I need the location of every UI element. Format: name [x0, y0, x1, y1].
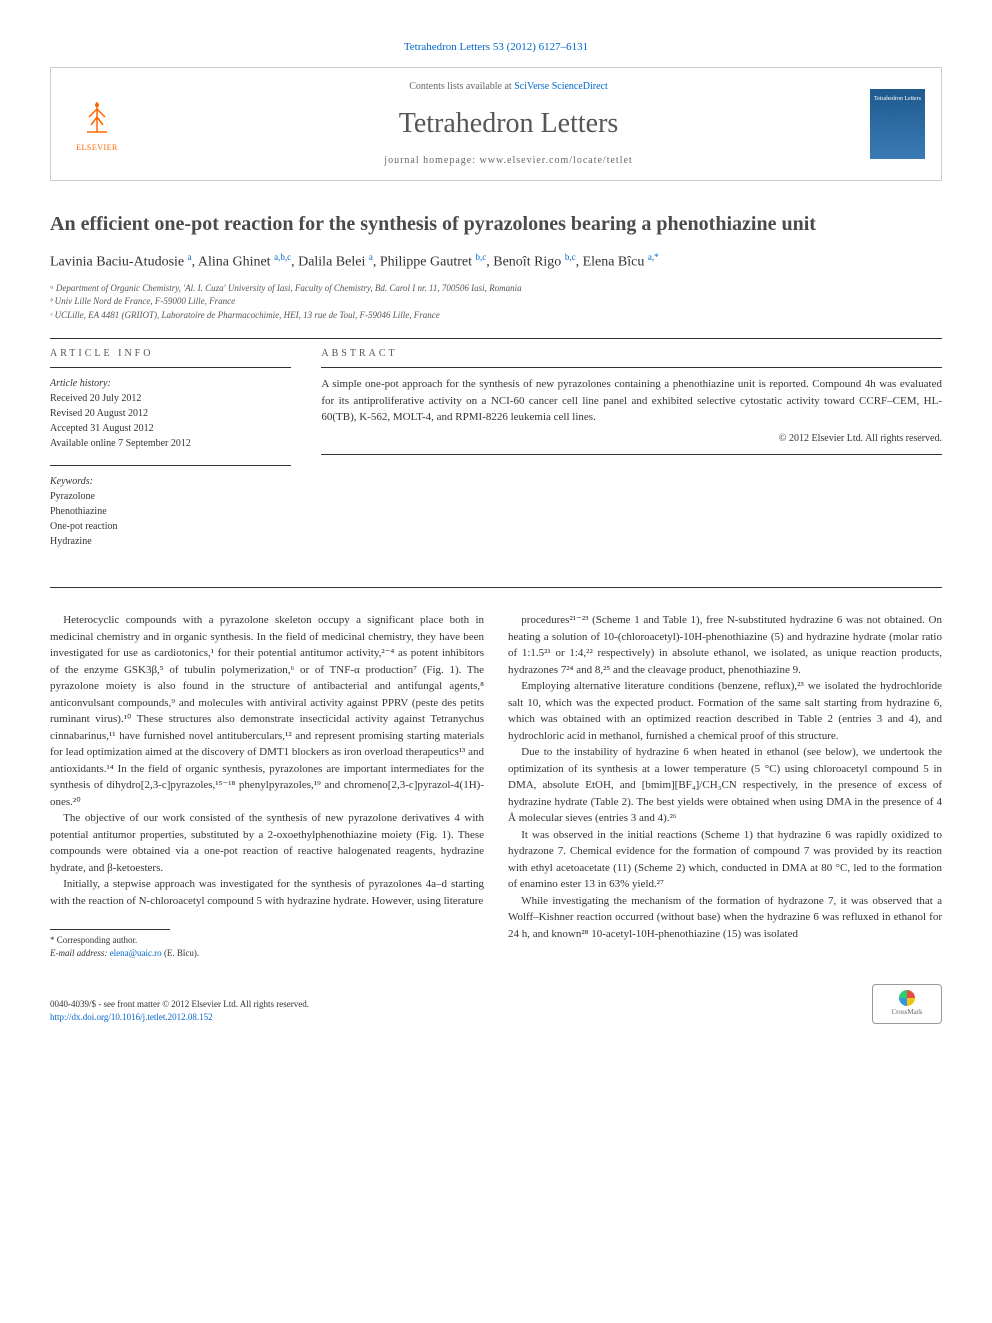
body-paragraph: Initially, a stepwise approach was inves… [50, 876, 484, 909]
affiliation-line: ᶜ UCLille, EA 4481 (GRIIOT), Laboratoire… [50, 309, 942, 323]
section-rule [50, 338, 942, 339]
email-author: (E. Bîcu). [162, 948, 200, 958]
info-abstract-row: ARTICLE INFO Article history: Received 2… [50, 347, 942, 563]
keywords-block: Keywords: Pyrazolone Phenothiazine One-p… [50, 465, 291, 549]
received-date: Received 20 July 2012 [50, 391, 291, 406]
issn-line: 0040-4039/$ - see front matter © 2012 El… [50, 998, 309, 1011]
homepage-url[interactable]: www.elsevier.com/locate/tetlet [480, 155, 633, 166]
corresponding-author-note: * Corresponding author. [50, 934, 484, 947]
accepted-date: Accepted 31 August 2012 [50, 421, 291, 436]
cover-label: Tetrahedron Letters [874, 95, 921, 103]
elsevier-tree-icon [75, 95, 120, 140]
doi-link[interactable]: http://dx.doi.org/10.1016/j.tetlet.2012.… [50, 1012, 213, 1022]
homepage-line: journal homepage: www.elsevier.com/locat… [147, 154, 870, 168]
body-paragraph: Employing alternative literature conditi… [508, 678, 942, 744]
section-rule [50, 587, 942, 588]
body-paragraph: It was observed in the initial reactions… [508, 827, 942, 893]
article-title: An efficient one-pot reaction for the sy… [50, 211, 942, 237]
crossmark-label: CrossMark [891, 1008, 922, 1018]
body-text: Heterocyclic compounds with a pyrazolone… [50, 612, 942, 959]
page-footer: 0040-4039/$ - see front matter © 2012 El… [50, 984, 942, 1024]
affiliations: ᵃ Department of Organic Chemistry, 'Al. … [50, 282, 942, 323]
header-center: Contents lists available at SciVerse Sci… [147, 80, 870, 167]
keyword: One-pot reaction [50, 519, 291, 534]
homepage-prefix: journal homepage: [384, 155, 479, 166]
article-history-block: Article history: Received 20 July 2012 R… [50, 367, 291, 451]
crossmark-icon [899, 990, 915, 1006]
keywords-label: Keywords: [50, 474, 291, 489]
email-label: E-mail address: [50, 948, 110, 958]
online-date: Available online 7 September 2012 [50, 436, 291, 451]
affiliation-line: ᵇ Univ Lille Nord de France, F-59000 Lil… [50, 295, 942, 309]
revised-date: Revised 20 August 2012 [50, 406, 291, 421]
body-paragraph: Heterocyclic compounds with a pyrazolone… [50, 612, 484, 810]
crossmark-badge[interactable]: CrossMark [872, 984, 942, 1024]
affiliation-line: ᵃ Department of Organic Chemistry, 'Al. … [50, 282, 942, 296]
article-info-heading: ARTICLE INFO [50, 347, 291, 361]
keyword: Hydrazine [50, 534, 291, 549]
journal-header-box: ELSEVIER Contents lists available at Sci… [50, 67, 942, 180]
email-line: E-mail address: elena@uaic.ro (E. Bîcu). [50, 947, 484, 960]
elsevier-label: ELSEVIER [76, 142, 118, 153]
citation-line: Tetrahedron Letters 53 (2012) 6127–6131 [50, 40, 942, 55]
journal-cover-thumbnail: Tetrahedron Letters [870, 89, 925, 159]
abstract-column: ABSTRACT A simple one-pot approach for t… [321, 347, 942, 563]
elsevier-logo: ELSEVIER [67, 89, 127, 159]
contents-available-line: Contents lists available at SciVerse Sci… [147, 80, 870, 94]
body-paragraph: While investigating the mechanism of the… [508, 893, 942, 943]
sciencedirect-link[interactable]: SciVerse ScienceDirect [514, 81, 608, 92]
email-link[interactable]: elena@uaic.ro [110, 948, 162, 958]
body-paragraph: The objective of our work consisted of t… [50, 810, 484, 876]
section-rule [321, 454, 942, 455]
article-info-column: ARTICLE INFO Article history: Received 2… [50, 347, 291, 563]
body-paragraph: procedures²¹⁻²³ (Scheme 1 and Table 1), … [508, 612, 942, 678]
keyword: Phenothiazine [50, 504, 291, 519]
abstract-text: A simple one-pot approach for the synthe… [321, 367, 942, 426]
abstract-copyright: © 2012 Elsevier Ltd. All rights reserved… [321, 432, 942, 446]
body-paragraph: Due to the instability of hydrazine 6 wh… [508, 744, 942, 827]
contents-prefix: Contents lists available at [409, 81, 514, 92]
footnotes: * Corresponding author. E-mail address: … [50, 934, 484, 959]
journal-name: Tetrahedron Letters [147, 104, 870, 143]
footnote-separator [50, 929, 170, 930]
history-label: Article history: [50, 376, 291, 391]
keyword: Pyrazolone [50, 489, 291, 504]
footer-left: 0040-4039/$ - see front matter © 2012 El… [50, 998, 309, 1023]
abstract-heading: ABSTRACT [321, 347, 942, 361]
author-list: Lavinia Baciu-Atudosie a, Alina Ghinet a… [50, 251, 942, 272]
